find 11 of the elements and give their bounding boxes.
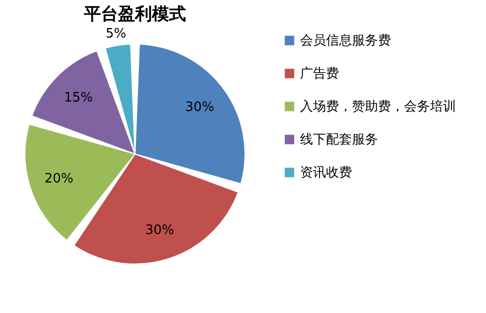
legend-label: 会员信息服务费 [300,34,391,48]
chart-title: 平台盈利模式 [83,4,186,24]
legend-label: 资讯收费 [300,166,352,180]
data-label: 30% [185,100,214,115]
data-label: 30% [145,223,174,238]
legend-label: 广告费 [300,66,339,82]
data-label: 20% [44,172,74,187]
legend-label: 线下配套服务 [300,132,378,148]
legend-label: 入场费，赞助费，会务培训 [300,100,456,114]
data-label: 5% [106,26,126,42]
data-label: 15% [64,90,93,106]
